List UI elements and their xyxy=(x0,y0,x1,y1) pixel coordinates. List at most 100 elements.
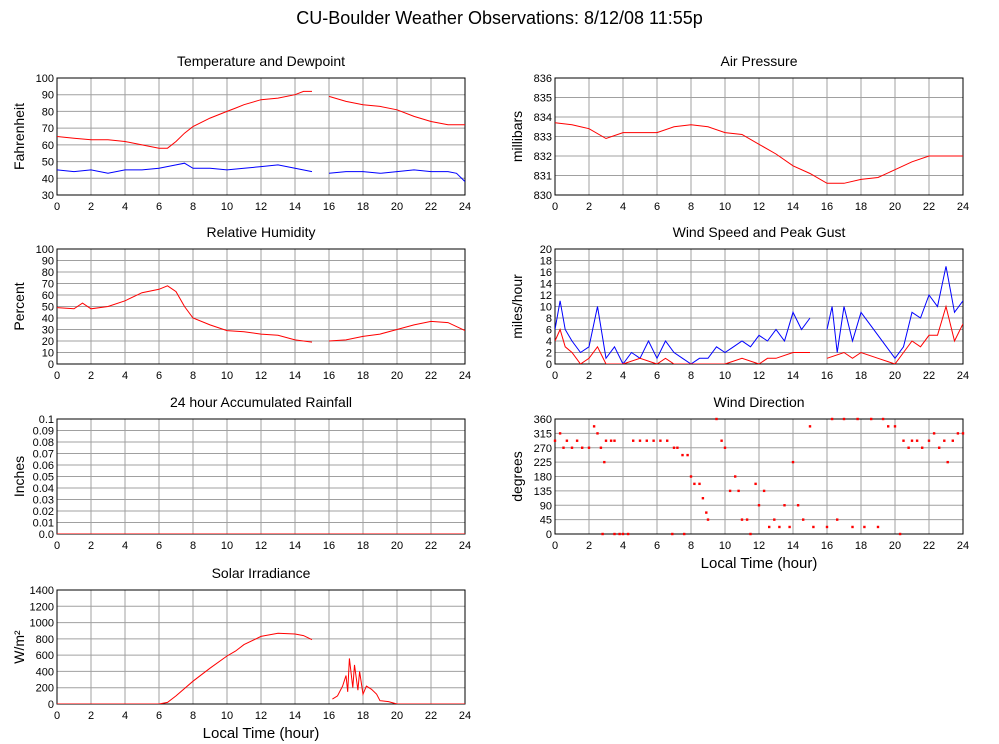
rainfall-ytick-label: 0.04 xyxy=(33,483,54,495)
pressure-xtick-label: 4 xyxy=(620,201,626,213)
solar-xtick-label: 6 xyxy=(156,710,162,722)
wind_direction-xtick-label: 12 xyxy=(753,540,765,552)
wind_direction-point xyxy=(737,489,740,493)
wind_speed-xtick-label: 14 xyxy=(787,370,799,382)
wind_direction-point xyxy=(887,425,890,428)
wind_speed-ytick-label: 12 xyxy=(540,290,552,302)
wind_direction-ytick-label: 135 xyxy=(534,486,552,498)
wind_speed-title: Wind Speed and Peak Gust xyxy=(673,224,846,240)
solar-title: Solar Irradiance xyxy=(212,565,311,581)
wind_direction-point xyxy=(907,446,910,449)
wind_direction-xtick-label: 0 xyxy=(552,540,558,552)
wind_direction-point xyxy=(720,439,723,442)
wind_direction-xtick-label: 24 xyxy=(957,540,969,552)
wind_direction-title: Wind Direction xyxy=(713,394,804,410)
rainfall-xtick-label: 20 xyxy=(391,540,403,552)
wind_direction-point xyxy=(604,439,608,442)
humidity-xtick-label: 6 xyxy=(156,370,162,382)
wind_speed-xtick-label: 0 xyxy=(552,370,558,382)
wind_direction-point xyxy=(558,432,562,435)
wind_direction-xtick-label: 8 xyxy=(688,540,694,552)
pressure-ytick-label: 835 xyxy=(534,93,552,105)
rainfall-ytick-label: 0.07 xyxy=(33,449,54,461)
wind_direction-point xyxy=(740,518,744,521)
wind_direction-point xyxy=(902,439,905,442)
rainfall-ytick-label: 0.01 xyxy=(33,518,54,530)
temperature-series-1-line xyxy=(57,162,465,182)
pressure-xtick-label: 14 xyxy=(787,201,799,213)
rainfall-xtick-label: 12 xyxy=(255,540,267,552)
solar-series-0-line xyxy=(57,632,465,704)
temperature-xtick-label: 24 xyxy=(459,201,471,213)
wind_speed-ytick-label: 2 xyxy=(546,348,552,360)
wind_direction-point xyxy=(778,525,781,529)
temperature-series-0-line xyxy=(57,90,465,149)
solar-xtick-label: 18 xyxy=(357,710,369,722)
humidity-ytick-label: 50 xyxy=(42,302,54,314)
humidity-xtick-label: 2 xyxy=(88,370,94,382)
humidity-xtick-label: 20 xyxy=(391,370,403,382)
wind_direction-point xyxy=(951,439,954,442)
wind_direction-point xyxy=(796,504,800,507)
humidity-xtick-label: 14 xyxy=(289,370,301,382)
solar-ytick-label: 1400 xyxy=(30,585,54,597)
wind_direction-xtick-label: 20 xyxy=(889,540,901,552)
wind_direction-ytick-label: 90 xyxy=(540,500,552,512)
wind_direction-point xyxy=(893,425,897,428)
solar-xtick-label: 14 xyxy=(289,710,301,722)
rainfall-xtick-label: 24 xyxy=(459,540,471,552)
wind_direction-point xyxy=(773,518,776,521)
solar-ytick-label: 800 xyxy=(36,634,54,646)
temperature-xtick-label: 18 xyxy=(357,201,369,213)
humidity-xtick-label: 18 xyxy=(357,370,369,382)
solar-xtick-label: 10 xyxy=(221,710,233,722)
pressure-xtick-label: 20 xyxy=(889,201,901,213)
rainfall-ytick-label: 0.09 xyxy=(33,426,54,438)
wind_direction-point xyxy=(581,446,584,449)
solar-xtick-label: 0 xyxy=(54,710,60,722)
wind_direction-point xyxy=(601,532,604,536)
wind_direction-point xyxy=(592,425,596,428)
wind_direction-point xyxy=(672,446,676,449)
wind_direction-point xyxy=(562,446,565,449)
rainfall-ytick-label: 0.03 xyxy=(33,495,54,507)
wind_direction-point xyxy=(808,425,812,428)
wind_speed-xtick-label: 4 xyxy=(620,370,626,382)
rainfall-ytick-label: 0.0 xyxy=(39,529,54,541)
solar-xtick-label: 22 xyxy=(425,710,437,722)
humidity-ylabel: Percent xyxy=(11,282,27,330)
wind_direction-point xyxy=(609,439,613,442)
rainfall-xtick-label: 10 xyxy=(221,540,233,552)
temperature-ytick-label: 70 xyxy=(42,123,54,135)
wind_direction-point xyxy=(961,432,965,435)
wind_direction-xlabel: Local Time (hour) xyxy=(701,555,818,572)
pressure-xtick-label: 6 xyxy=(654,201,660,213)
humidity-xtick-label: 12 xyxy=(255,370,267,382)
solar-ytick-label: 1200 xyxy=(30,601,54,613)
wind_direction-point xyxy=(910,439,914,442)
humidity-ytick-label: 90 xyxy=(42,256,54,268)
pressure-xtick-label: 2 xyxy=(586,201,592,213)
solar-xtick-label: 24 xyxy=(459,710,471,722)
wind_speed-xtick-label: 22 xyxy=(923,370,935,382)
wind_speed-xtick-label: 10 xyxy=(719,370,731,382)
temperature-ylabel: Fahrenheit xyxy=(11,103,27,170)
wind_direction-point xyxy=(791,460,795,464)
wind_direction-ytick-label: 0 xyxy=(546,529,552,541)
solar-ytick-label: 200 xyxy=(36,683,54,695)
wind_direction-point xyxy=(723,446,727,449)
pressure-xtick-label: 0 xyxy=(552,201,558,213)
rainfall-xtick-label: 4 xyxy=(122,540,128,552)
wind_speed-ytick-label: 8 xyxy=(546,313,552,325)
wind_direction-point xyxy=(638,439,642,442)
wind_direction-point xyxy=(698,482,701,486)
humidity-xtick-label: 16 xyxy=(323,370,335,382)
pressure-xtick-label: 10 xyxy=(719,201,731,213)
wind_direction-point xyxy=(956,432,960,435)
wind_direction-point xyxy=(921,446,924,449)
wind_direction-point xyxy=(603,460,606,464)
wind_direction-point xyxy=(553,439,557,442)
humidity-xtick-label: 22 xyxy=(425,370,437,382)
wind_direction-point xyxy=(876,525,880,529)
humidity-xtick-label: 8 xyxy=(190,370,196,382)
